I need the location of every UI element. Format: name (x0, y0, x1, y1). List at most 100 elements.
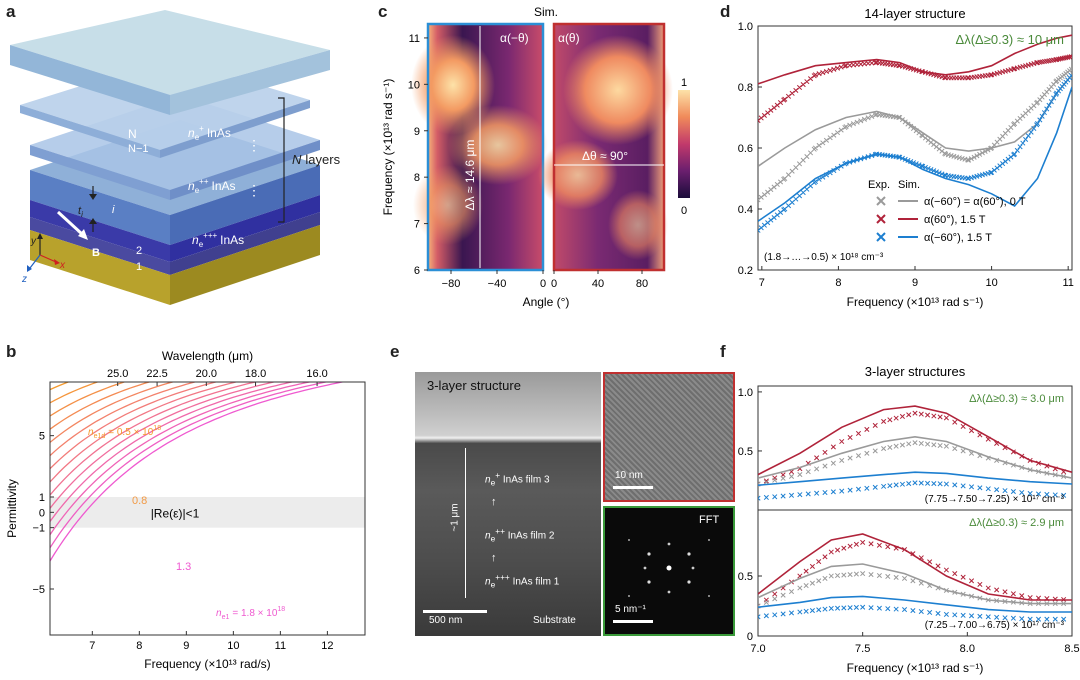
exp-marker (772, 612, 778, 618)
exp-marker (985, 486, 991, 492)
layer-2-side (170, 195, 320, 262)
band-label: |Re(ε)|<1 (151, 506, 200, 520)
panel-letter-e: e (390, 342, 400, 361)
exp-marker (834, 605, 841, 611)
exp-marker (918, 411, 924, 417)
film-label-mid: ne++ InAs (188, 177, 236, 195)
layer-n-top-face (10, 10, 330, 95)
exp-marker (1044, 491, 1050, 497)
exp-marker (1031, 125, 1037, 132)
exp-marker (763, 599, 769, 605)
exp-marker (788, 492, 795, 498)
fft-spots (628, 539, 710, 597)
axis-y-arrowhead (37, 233, 43, 239)
x-tick-label: 40 (592, 278, 604, 290)
exp-marker (1044, 106, 1050, 112)
exp-marker (868, 605, 874, 611)
x-tick-label: 11 (275, 640, 286, 652)
exp-marker (977, 485, 983, 491)
exp-marker (1019, 616, 1025, 622)
left-map-label: α(−θ) (500, 31, 529, 45)
delta-lambda-annotation: Δλ(Δ≥0.3) ≈ 2.9 μm (969, 517, 1064, 529)
legend-exp-header: Exp. (868, 179, 890, 191)
exp-marker (796, 84, 803, 91)
exp-marker (789, 168, 795, 174)
sim-line-grey (758, 435, 1072, 479)
exp-marker (772, 591, 778, 597)
plot-frame (757, 25, 1073, 271)
exp-marker (1057, 56, 1063, 62)
exp-marker (807, 76, 814, 82)
exp-marker (1010, 591, 1016, 597)
exp-marker (758, 495, 761, 501)
tem-title: 3-layer structure (427, 378, 521, 393)
sim-line-blue (758, 595, 1072, 613)
exp-marker (855, 486, 862, 492)
hrtem-scale-bar (613, 486, 653, 489)
axis-x-line (39, 254, 57, 263)
exp-marker (935, 610, 941, 616)
exp-marker (830, 460, 836, 466)
exp-marker (876, 605, 882, 611)
curve-label-high-exp: 18 (277, 606, 285, 613)
heatmap-left-hotspot-lower (413, 165, 483, 245)
panel-letter-d: d (720, 2, 731, 21)
exp-marker (943, 481, 949, 487)
exp-marker (864, 450, 870, 456)
exp-marker (1020, 140, 1026, 146)
layer-n-minus-1-side (160, 100, 310, 158)
b-field-arrow (56, 210, 84, 236)
curve-label-mid2: 1.3 (176, 561, 191, 573)
exp-marker (805, 469, 811, 475)
delta-lambda-label: Δλ ≈ 14.6 μm (463, 140, 477, 211)
exp-marker (1002, 589, 1008, 595)
exp-marker (797, 585, 803, 591)
exp-marker (918, 480, 924, 486)
stack-side-upper (170, 165, 320, 245)
exp-marker (910, 578, 916, 584)
x-tick-label: 10 (227, 640, 239, 652)
exp-marker (933, 169, 939, 175)
exp-marker (789, 90, 795, 96)
y-tick-label: 0 (39, 507, 45, 519)
exp-marker (831, 132, 837, 138)
exp-marker (816, 578, 822, 584)
exp-marker (797, 492, 803, 498)
exp-marker (885, 606, 891, 612)
exp-marker (803, 583, 809, 589)
subplot-frame (757, 509, 1073, 637)
x-tick-label: 80 (636, 278, 648, 290)
curve-label-high-sub: e1 (222, 614, 230, 621)
y-tick-label: 9 (414, 126, 420, 138)
axis-z-arrowhead (27, 265, 32, 272)
b-field-arrowhead (78, 229, 88, 240)
curve-label-high-value: = 1.8 × 10 (232, 608, 277, 619)
panel-letter-a: a (6, 2, 16, 21)
colorbar (678, 90, 690, 198)
exp-marker (804, 79, 810, 85)
exp-marker (912, 440, 918, 446)
exp-marker (812, 72, 818, 78)
x-axis-title: Angle (°) (523, 295, 570, 309)
exp-marker (834, 572, 841, 579)
exp-marker (994, 587, 1000, 593)
legend-exp-marker (876, 196, 886, 206)
y-tick-label: 0 (747, 631, 753, 643)
exp-marker (816, 559, 822, 565)
curve-label-high: ne1 = 1.8 × 1018 (216, 606, 285, 621)
exp-marker (979, 150, 985, 156)
exp-marker (772, 475, 778, 481)
y-tick-label: 0.8 (738, 82, 753, 94)
exp-marker (841, 605, 847, 611)
exp-marker (931, 168, 937, 174)
exp-marker (847, 572, 853, 578)
curve-label-low: ne1d = 0.5 × 1018 (88, 425, 161, 440)
fft-label: FFT (699, 514, 720, 526)
exp-marker (782, 96, 788, 102)
fft-pattern-image: FFT 5 nm⁻¹ (603, 506, 735, 636)
sim-line-blue (758, 471, 1072, 486)
exp-marker (943, 415, 949, 421)
exp-marker (974, 153, 980, 159)
permittivity-curve (50, 382, 329, 549)
